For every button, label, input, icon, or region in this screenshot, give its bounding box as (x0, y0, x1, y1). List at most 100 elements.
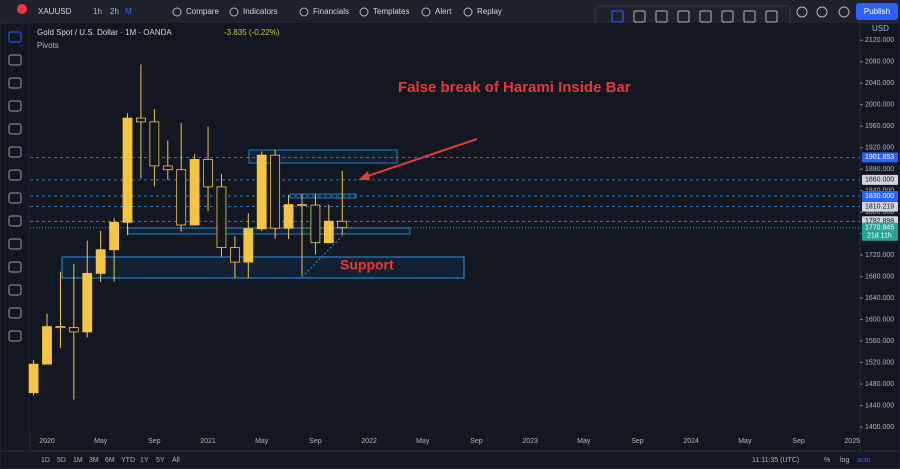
x-tick-label: 2024 (683, 438, 699, 445)
button-icon[interactable] (299, 7, 309, 17)
price-badge (862, 174, 898, 185)
publish-button[interactable] (856, 3, 898, 20)
current-price-label: 1770.845 (865, 225, 894, 232)
tool-icon[interactable] (8, 146, 22, 158)
candle-body (337, 220, 348, 229)
toolbar-button[interactable]: Compare (186, 7, 219, 16)
y-tick-label: 1720.000 (865, 252, 894, 259)
button-icon[interactable] (463, 7, 473, 17)
range-button[interactable]: All (172, 457, 180, 464)
price-badge-label: 1830.000 (865, 193, 894, 200)
interval[interactable]: 1h (93, 7, 102, 16)
range-button[interactable]: 5Y (156, 457, 165, 464)
button-icon[interactable] (359, 7, 369, 17)
draw-tool[interactable] (721, 10, 734, 23)
zone-box (289, 193, 357, 199)
candle-body (256, 154, 267, 230)
tool-icon[interactable] (8, 330, 22, 342)
settings-icon[interactable] (816, 6, 828, 18)
tool-icon[interactable] (8, 169, 22, 181)
button-icon[interactable] (172, 7, 182, 17)
button-icon[interactable] (229, 7, 239, 17)
range-button[interactable]: 1M (73, 457, 83, 464)
y-tick-label: 1600.000 (865, 316, 894, 323)
settings-icon[interactable] (838, 6, 850, 18)
tool-icon[interactable] (8, 31, 22, 43)
scale-option[interactable]: % (824, 457, 830, 464)
draw-tool[interactable] (699, 10, 712, 23)
button-icon[interactable] (421, 7, 431, 17)
tool-icon[interactable] (8, 123, 22, 135)
annotation: Support (340, 257, 394, 273)
candle-body (109, 221, 119, 251)
y-tick-label: 2040.000 (865, 80, 894, 87)
candle-body (42, 326, 52, 365)
y-tick-label: 1520.000 (865, 359, 894, 366)
range-button[interactable]: 5D (57, 457, 66, 464)
range-button[interactable]: YTD (121, 457, 135, 464)
range-button[interactable]: 3M (89, 457, 99, 464)
tool-icon[interactable] (8, 307, 22, 319)
current-price-badge (862, 222, 898, 241)
left-toolbar (0, 22, 31, 452)
chart-pane (30, 23, 860, 434)
price-badge-label: 1860.000 (865, 177, 894, 184)
tool-icon[interactable] (8, 261, 22, 273)
candle-body (310, 204, 321, 244)
y-tick-label: 1880.000 (865, 166, 894, 173)
tool-icon[interactable] (8, 192, 22, 204)
candle-body (55, 326, 66, 329)
candle-body (122, 117, 133, 223)
settings-icon[interactable] (796, 6, 808, 18)
scale-option[interactable]: auto (857, 457, 871, 464)
toolbar-button[interactable]: Templates (373, 7, 409, 16)
tool-icon[interactable] (8, 215, 22, 227)
price-badge (862, 201, 898, 212)
x-tick-label: Sep (470, 438, 483, 445)
price-badge (862, 190, 898, 201)
draw-tool[interactable] (677, 10, 690, 23)
draw-tool[interactable] (611, 10, 624, 23)
x-tick-label: May (255, 438, 269, 445)
x-tick-label: 2025 (844, 438, 860, 445)
x-tick-label: Sep (792, 438, 805, 445)
candle-body (283, 204, 294, 229)
candle-body (68, 327, 79, 333)
toolbar-button[interactable]: Alert (435, 7, 452, 16)
legend-indicator: Pivots (37, 41, 59, 50)
price-badge-label: 1782.898 (865, 218, 894, 225)
candle-body (216, 186, 227, 248)
tool-icon[interactable] (8, 284, 22, 296)
tool-icon[interactable] (8, 54, 22, 66)
y-tick-label: 1640.000 (865, 295, 894, 302)
scale-option[interactable]: log (840, 457, 849, 464)
draw-tool[interactable] (633, 10, 646, 23)
toolbar-button[interactable]: Indicators (243, 7, 278, 16)
range-button[interactable]: 6M (105, 457, 115, 464)
draw-tool[interactable] (765, 10, 778, 23)
range-button[interactable]: 1Y (140, 457, 149, 464)
toolbar-button[interactable]: Financials (313, 7, 349, 16)
y-tick-label: 2120.000 (865, 37, 894, 44)
interval[interactable]: M (125, 7, 132, 16)
interval[interactable]: 2h (110, 7, 119, 16)
tool-icon[interactable] (8, 238, 22, 250)
range-button[interactable]: 1D (41, 457, 50, 464)
symbol[interactable]: XAUUSD (38, 7, 72, 16)
y-tick-label: 1800.000 (865, 209, 894, 216)
zone-box (61, 256, 465, 279)
toolbar-button[interactable]: Replay (477, 7, 502, 16)
countdown: 21d 11h (867, 233, 892, 240)
x-tick-label: May (577, 438, 591, 445)
tool-icon[interactable] (8, 77, 22, 89)
x-tick-label: 2023 (522, 438, 538, 445)
candle-body (323, 220, 334, 244)
candle-body (243, 228, 254, 263)
tool-icon[interactable] (8, 100, 22, 112)
bottom-bar (0, 450, 900, 469)
publish-label[interactable]: Publish (864, 7, 890, 16)
draw-tool[interactable] (743, 10, 756, 23)
y-tick-label: 2080.000 (865, 59, 894, 66)
draw-tool[interactable] (655, 10, 668, 23)
